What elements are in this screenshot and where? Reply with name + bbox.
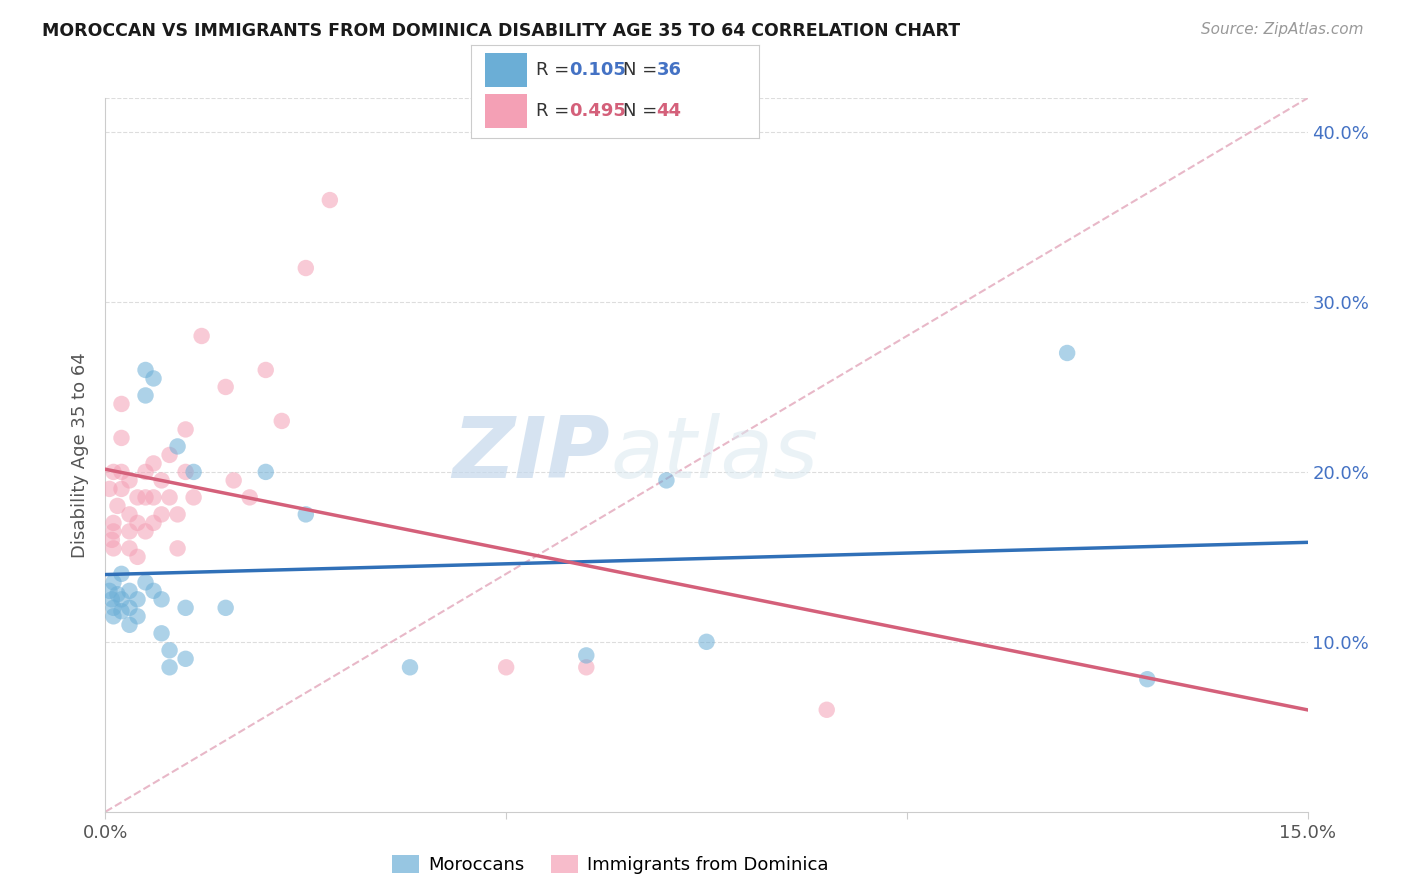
Point (118, 541, 141, 556)
Legend: Moroccans, Immigrants from Dominica: Moroccans, Immigrants from Dominica (385, 847, 837, 881)
Point (696, 635, 718, 649)
Text: N =: N = (623, 61, 662, 78)
Point (254, 363, 277, 377)
Point (135, 388, 157, 402)
Text: 0.495: 0.495 (569, 102, 626, 120)
Point (118, 600, 141, 615)
Point (127, 516, 149, 530)
Point (103, 465, 125, 479)
Text: R =: R = (536, 61, 575, 78)
Text: R =: R = (536, 102, 575, 120)
Point (239, 491, 262, 505)
Text: 44: 44 (657, 102, 682, 120)
Point (1136, 672, 1159, 686)
Point (174, 652, 197, 666)
Point (110, 592, 132, 607)
Point (127, 592, 149, 607)
Point (174, 465, 197, 479)
Point (103, 609, 125, 624)
Point (295, 508, 318, 522)
Point (127, 549, 149, 564)
Point (150, 508, 173, 522)
Text: Source: ZipAtlas.com: Source: ZipAtlas.com (1201, 22, 1364, 37)
Point (270, 414, 292, 428)
Point (135, 363, 157, 377)
Point (142, 516, 165, 530)
Point (655, 474, 678, 488)
Point (110, 566, 132, 581)
Point (110, 397, 132, 411)
Point (103, 541, 125, 556)
Point (103, 516, 125, 530)
Point (98, 482, 121, 496)
Point (190, 329, 212, 343)
Point (295, 260, 318, 275)
Point (103, 600, 125, 615)
Point (110, 482, 132, 496)
Point (150, 474, 173, 488)
Text: 0.105: 0.105 (569, 61, 626, 78)
Point (1056, 346, 1078, 360)
Point (127, 609, 149, 624)
Point (101, 533, 124, 547)
Point (98, 583, 121, 598)
Point (107, 499, 129, 513)
Point (166, 541, 188, 556)
Point (110, 604, 132, 618)
Point (166, 508, 188, 522)
Point (159, 660, 181, 674)
Point (319, 193, 342, 207)
Text: atlas: atlas (610, 413, 818, 497)
Text: 36: 36 (657, 61, 682, 78)
Point (118, 583, 141, 598)
Point (142, 491, 165, 505)
Point (103, 524, 125, 539)
Point (101, 592, 124, 607)
Point (159, 643, 181, 657)
Point (575, 660, 598, 674)
Point (142, 457, 165, 471)
Point (495, 660, 517, 674)
Text: MOROCCAN VS IMMIGRANTS FROM DOMINICA DISABILITY AGE 35 TO 64 CORRELATION CHART: MOROCCAN VS IMMIGRANTS FROM DOMINICA DIS… (42, 22, 960, 40)
Point (110, 431, 132, 445)
Point (183, 491, 205, 505)
Point (214, 600, 236, 615)
Point (127, 491, 149, 505)
Point (118, 524, 141, 539)
Point (142, 583, 165, 598)
Point (166, 439, 188, 453)
Point (135, 575, 157, 590)
Point (135, 524, 157, 539)
Point (103, 575, 125, 590)
Point (254, 465, 277, 479)
Point (110, 465, 132, 479)
Point (107, 587, 129, 601)
Point (135, 465, 157, 479)
Point (214, 380, 236, 394)
Point (174, 600, 197, 615)
Point (118, 474, 141, 488)
Point (159, 491, 181, 505)
Text: ZIP: ZIP (453, 413, 610, 497)
Text: N =: N = (623, 102, 662, 120)
Point (118, 617, 141, 632)
Point (399, 660, 422, 674)
Point (222, 474, 245, 488)
Point (159, 448, 181, 462)
Point (174, 422, 197, 436)
Point (575, 648, 598, 663)
Point (135, 491, 157, 505)
Y-axis label: Disability Age 35 to 64: Disability Age 35 to 64 (72, 352, 90, 558)
Point (150, 626, 173, 640)
Point (815, 703, 838, 717)
Point (142, 371, 165, 385)
Point (118, 508, 141, 522)
Point (150, 592, 173, 607)
Point (183, 465, 205, 479)
